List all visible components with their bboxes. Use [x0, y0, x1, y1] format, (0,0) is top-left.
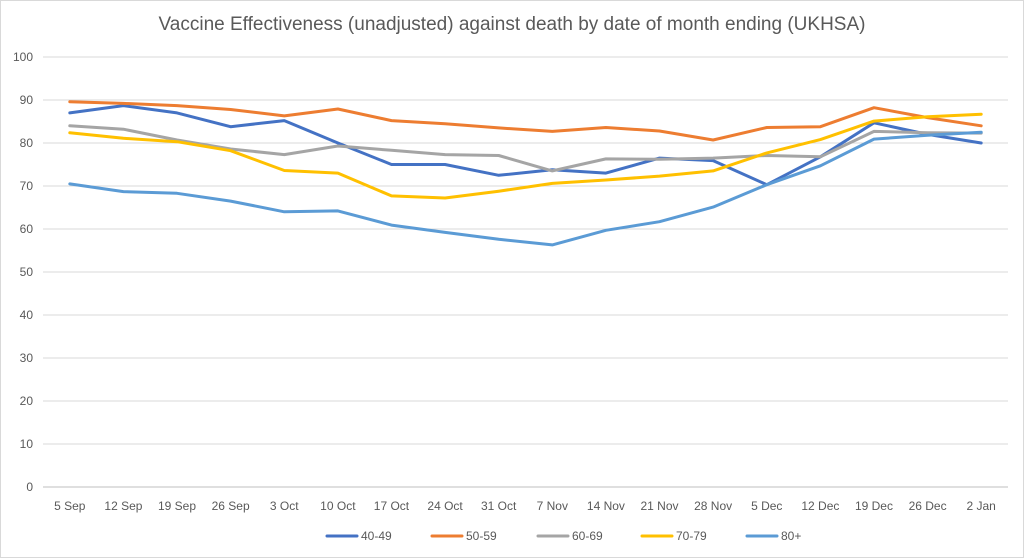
series-line-60-69: [68, 124, 983, 173]
series-line-80+: [68, 130, 983, 247]
x-tick-label: 5 Sep: [54, 499, 86, 513]
x-tick-label: 7 Nov: [537, 499, 568, 513]
x-tick-label: 5 Dec: [751, 499, 782, 513]
y-tick-label: 70: [20, 179, 34, 193]
y-tick-label: 80: [20, 136, 34, 150]
x-tick-label: 26 Dec: [909, 499, 947, 513]
legend-label: 50-59: [466, 529, 497, 543]
y-tick-label: 60: [20, 222, 34, 236]
chart-title: Vaccine Effectiveness (unadjusted) again…: [158, 14, 866, 35]
x-tick-label: 31 Oct: [481, 499, 517, 513]
series-line-70-79: [68, 112, 983, 200]
x-tick-label: 12 Dec: [801, 499, 839, 513]
y-tick-label: 30: [20, 351, 34, 365]
x-tick-label: 21 Nov: [641, 499, 679, 513]
gridlines: [43, 56, 1008, 488]
legend-label: 70-79: [676, 529, 707, 543]
x-tick-label: 28 Nov: [694, 499, 732, 513]
x-tick-label: 3 Oct: [270, 499, 299, 513]
y-tick-label: 20: [20, 394, 34, 408]
y-tick-label: 40: [20, 308, 34, 322]
y-tick-label: 0: [26, 480, 33, 494]
y-tick-label: 10: [20, 437, 34, 451]
x-tick-label: 14 Nov: [587, 499, 625, 513]
y-tick-label: 100: [13, 50, 33, 64]
y-axis-tick-labels: 0 10 20 30 40 50 60 70 80 90 100: [13, 50, 33, 494]
y-tick-label: 90: [20, 93, 34, 107]
x-tick-label: 17 Oct: [374, 499, 410, 513]
legend-label: 80+: [781, 529, 801, 543]
legend: 40-49 50-59 60-69 70-79 80+: [325, 529, 801, 543]
x-tick-label: 10 Oct: [320, 499, 356, 513]
x-tick-label: 12 Sep: [104, 499, 142, 513]
legend-label: 40-49: [361, 529, 392, 543]
y-tick-label: 50: [20, 265, 34, 279]
x-tick-label: 19 Dec: [855, 499, 893, 513]
x-tick-label: 24 Oct: [427, 499, 463, 513]
legend-label: 60-69: [572, 529, 603, 543]
x-tick-label: 2 Jan: [967, 499, 996, 513]
series-line-50-59: [68, 100, 983, 142]
series-lines: [68, 100, 983, 247]
x-tick-label: 19 Sep: [158, 499, 196, 513]
x-tick-label: 26 Sep: [212, 499, 250, 513]
x-axis-tick-labels: 5 Sep 12 Sep 19 Sep 26 Sep 3 Oct 10 Oct 17 Oct…: [54, 499, 996, 513]
